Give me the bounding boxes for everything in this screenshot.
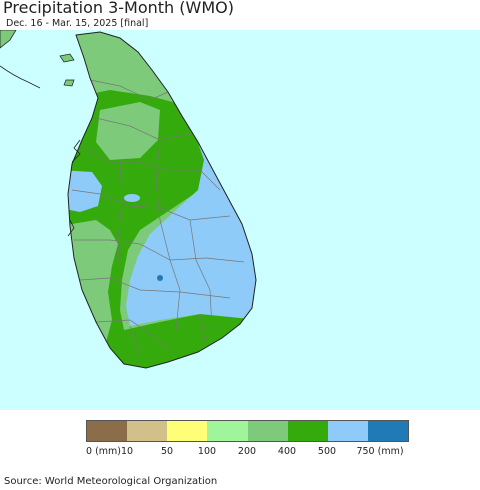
map-canvas	[0, 30, 480, 410]
legend-color-bar	[86, 420, 409, 442]
legend-swatch-50	[167, 421, 208, 441]
zone-200-400	[96, 102, 160, 160]
island	[63, 79, 75, 87]
legend-label: 10	[120, 446, 134, 457]
legend-label: 50	[160, 446, 174, 457]
legend-label: 200	[237, 446, 257, 457]
island	[59, 53, 75, 63]
precipitation-map	[0, 30, 480, 410]
zone-500-750	[124, 194, 140, 202]
legend-swatch-750	[367, 421, 408, 441]
legend-label: 750 (mm)	[356, 446, 404, 457]
district-boundaries	[71, 79, 245, 357]
coastline	[67, 31, 257, 369]
legend-label: 0 (mm)	[86, 446, 121, 457]
legend-label: 100	[197, 446, 217, 457]
map-title: Precipitation 3-Month (WMO)	[3, 0, 234, 17]
legend-swatch-400	[287, 421, 328, 441]
legend-label: 500	[317, 446, 337, 457]
legend-labels: 0 (mm) 10 50 100 200 400 500 750 (mm)	[0, 446, 480, 460]
zone-750-plus	[157, 275, 163, 281]
coastline-detail	[71, 139, 81, 163]
legend-swatch-100	[207, 421, 248, 441]
legend-swatch-10	[127, 421, 168, 441]
india-coastline	[0, 65, 41, 89]
legend-swatch-0	[87, 421, 128, 441]
india-coast	[0, 30, 17, 49]
legend-swatch-500	[327, 421, 368, 441]
zone-400-500	[68, 90, 256, 368]
legend-label: 400	[277, 446, 297, 457]
map-date-range: Dec. 16 - Mar. 15, 2025 [final]	[6, 18, 149, 29]
source-credit: Source: World Meteorological Organizatio…	[4, 476, 218, 487]
coastline-detail	[67, 219, 75, 237]
legend-swatch-200	[247, 421, 288, 441]
